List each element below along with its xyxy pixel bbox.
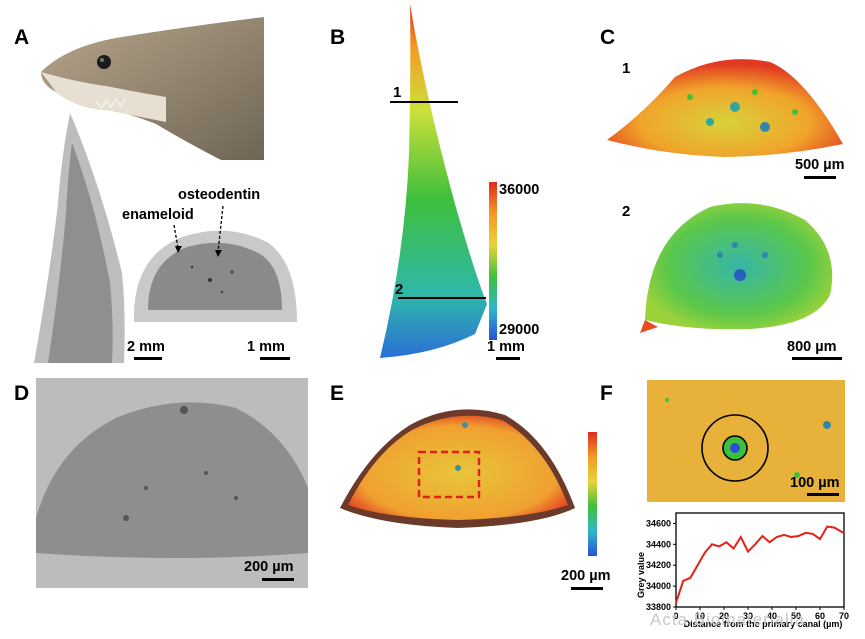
section-c1-label: 1 bbox=[622, 60, 631, 77]
panel-d-label: D bbox=[14, 382, 30, 405]
panel-e-label: E bbox=[330, 382, 345, 405]
y-tick-label: 34400 bbox=[646, 539, 671, 549]
scalebar-d bbox=[262, 578, 294, 581]
watermark-text: Acta Biomaterialia bbox=[650, 610, 806, 629]
scalebar-a2 bbox=[260, 357, 290, 360]
chart-plot-frame bbox=[675, 512, 845, 608]
scalebar-f-label: 100 µm bbox=[790, 475, 840, 491]
grey-value-line bbox=[675, 525, 845, 604]
scalebar-a1 bbox=[134, 357, 162, 360]
cross-section-1-heatmap bbox=[607, 59, 843, 158]
osteodentin-annotation: osteodentin bbox=[178, 187, 261, 203]
scalebar-c1-label: 500 µm bbox=[795, 157, 845, 173]
annotation-arrows bbox=[173, 205, 224, 257]
panel-b-label: B bbox=[330, 26, 346, 49]
x-tick-label: 40 bbox=[767, 611, 777, 621]
scalebar-c2-label: 800 µm bbox=[787, 339, 837, 355]
colorbar-min: 29000 bbox=[499, 322, 540, 338]
section-c2-label: 2 bbox=[622, 203, 631, 220]
grey-value-heatmap bbox=[340, 409, 575, 528]
tooth-3d-heatmap bbox=[380, 4, 487, 358]
x-tick-label: 30 bbox=[743, 611, 753, 621]
colorbar-e bbox=[588, 432, 597, 556]
section-2-label: 2 bbox=[395, 281, 404, 298]
y-tick-label: 34600 bbox=[646, 518, 671, 528]
scalebar-e bbox=[571, 587, 603, 590]
y-tick-label: 33800 bbox=[646, 602, 671, 612]
scalebar-c2 bbox=[792, 357, 842, 360]
sem-micrograph bbox=[36, 378, 308, 588]
x-tick-label: 20 bbox=[719, 611, 729, 621]
chart-ylabel: Grey value bbox=[636, 552, 646, 598]
colorbar-b bbox=[489, 182, 497, 340]
scalebar-a1-label: 2 mm bbox=[127, 339, 165, 355]
y-tick-label: 34000 bbox=[646, 581, 671, 591]
tooth-longitudinal-section bbox=[34, 113, 125, 363]
colorbar-max: 36000 bbox=[499, 182, 540, 198]
scalebar-c1 bbox=[804, 176, 836, 179]
zoomed-canal-heatmap bbox=[647, 380, 845, 502]
scalebar-b-label: 1 mm bbox=[487, 339, 525, 355]
panel-f-label: F bbox=[600, 382, 613, 405]
grey-value-profile-chart: Grey value Distance from the primary can… bbox=[636, 512, 849, 629]
scalebar-f bbox=[807, 493, 839, 496]
scalebar-d-label: 200 µm bbox=[244, 559, 294, 575]
tooth-cross-section bbox=[133, 230, 297, 322]
chart-xlabel: Distance from the primary canal (µm) bbox=[684, 619, 843, 629]
panel-c-label: C bbox=[600, 26, 616, 49]
x-tick-label: 70 bbox=[839, 611, 849, 621]
y-tick-label: 34200 bbox=[646, 560, 671, 570]
section-line-2 bbox=[398, 297, 486, 299]
x-tick-label: 10 bbox=[695, 611, 705, 621]
section-1-label: 1 bbox=[393, 84, 402, 101]
x-tick-label: 0 bbox=[673, 611, 678, 621]
scalebar-b bbox=[496, 357, 520, 360]
scalebar-e-label: 200 µm bbox=[561, 568, 611, 584]
cross-section-2-heatmap bbox=[640, 203, 833, 333]
scalebar-a2-label: 1 mm bbox=[247, 339, 285, 355]
enameloid-annotation: enameloid bbox=[122, 207, 194, 223]
section-line-1 bbox=[390, 101, 458, 103]
panel-a-label: A bbox=[14, 26, 30, 49]
x-tick-label: 50 bbox=[791, 611, 801, 621]
x-tick-label: 60 bbox=[815, 611, 825, 621]
